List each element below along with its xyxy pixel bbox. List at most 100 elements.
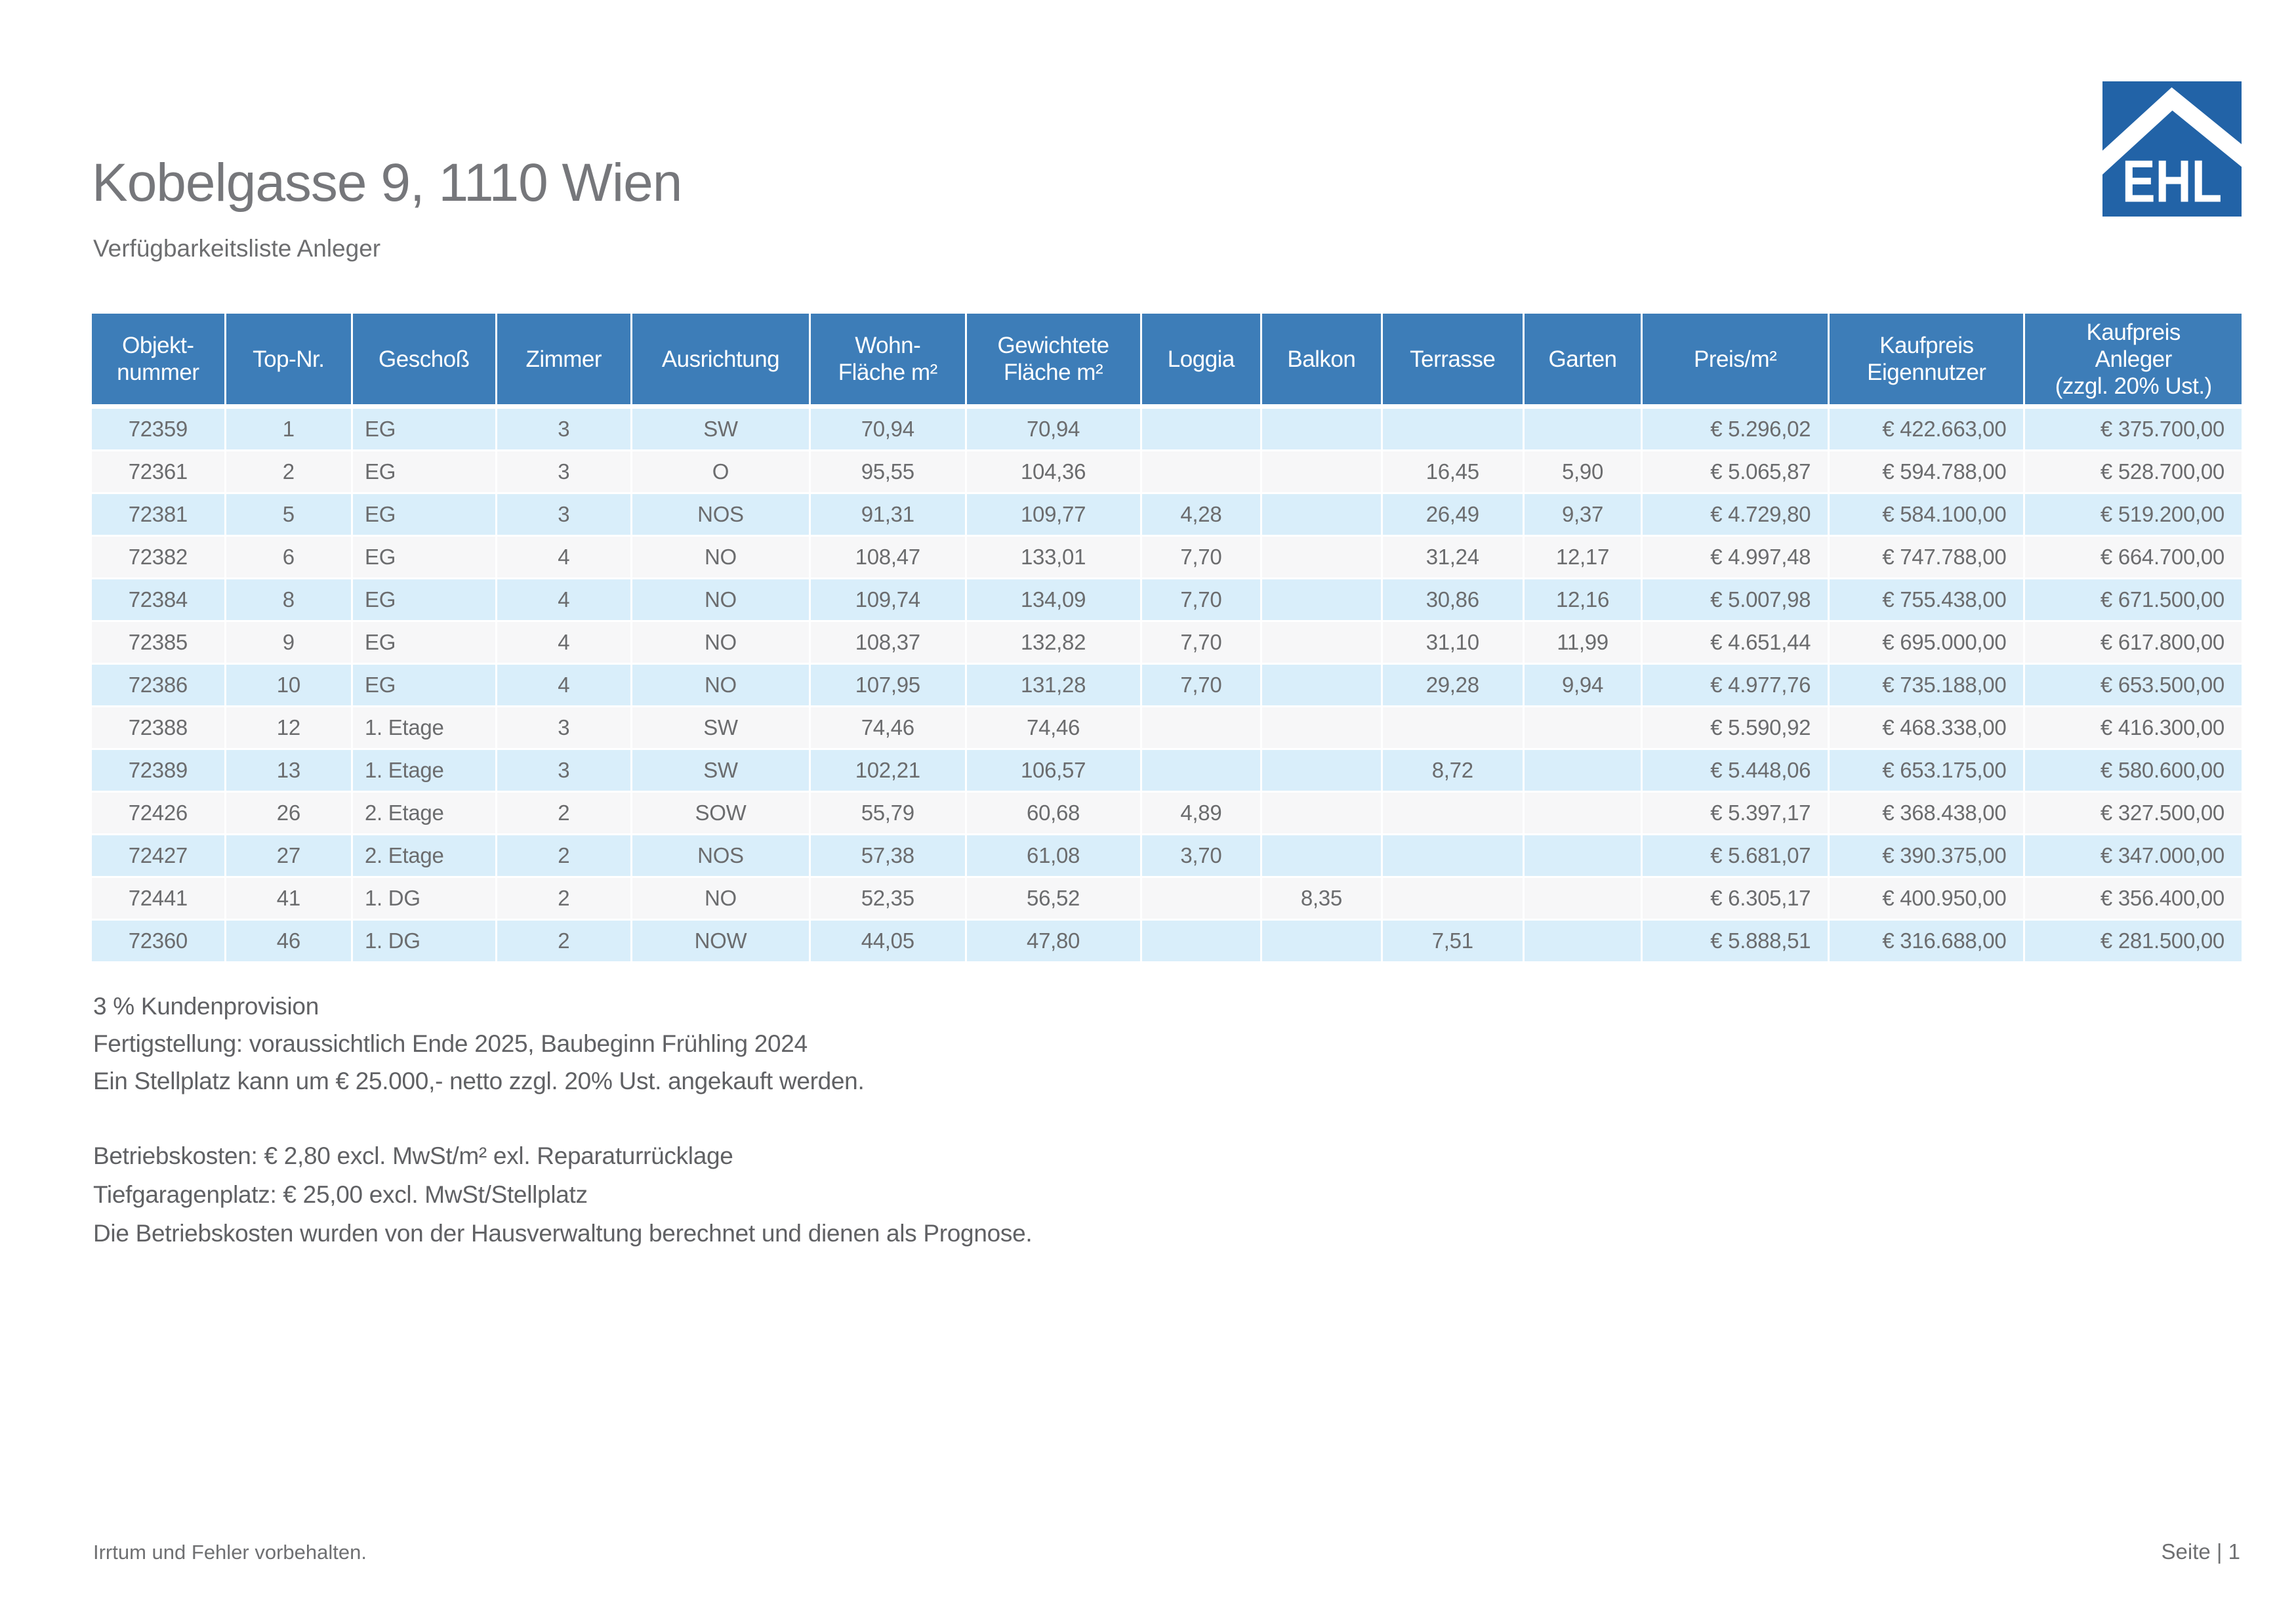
column-header-top_nr: Top-Nr. <box>225 314 354 409</box>
cell-ausrichtung: SW <box>631 749 811 793</box>
cell-kaufpreis_anleger: € 281.500,00 <box>2024 919 2242 963</box>
cell-wohnflaeche: 91,31 <box>810 493 967 537</box>
cell-top_nr: 26 <box>225 791 354 835</box>
cell-garten <box>1523 919 1643 963</box>
table-row: 72441 41 1. DG 2 NO 52,35 56,52 8,35 € 6.305,17 €… <box>92 877 2242 921</box>
cell-balkon <box>1261 749 1383 793</box>
cell-ausrichtung: NO <box>631 578 811 622</box>
cell-zimmer: 2 <box>496 877 632 921</box>
cell-garten <box>1523 706 1643 750</box>
cell-garten <box>1523 877 1643 921</box>
cell-kaufpreis_anleger: € 327.500,00 <box>2024 791 2242 835</box>
column-header-gewichtete_flaeche: Gewichtete Fläche m² <box>966 314 1142 409</box>
cell-gewichtete_flaeche: 106,57 <box>966 749 1142 793</box>
column-header-balkon: Balkon <box>1261 314 1383 409</box>
cell-geschoss: 1. DG <box>352 877 497 921</box>
cell-geschoss: EG <box>352 663 497 707</box>
cell-terrasse <box>1382 791 1525 835</box>
cell-zimmer: 3 <box>496 493 632 537</box>
table-row: 72385 9 EG 4 NO 108,37 132,82 7,70 31,10 11,99 € 4… <box>92 621 2242 665</box>
cell-kaufpreis_eigennutzer: € 695.000,00 <box>1828 621 2026 665</box>
cell-loggia: 3,70 <box>1141 834 1263 878</box>
cell-zimmer: 3 <box>496 706 632 750</box>
note-line: Ein Stellplatz kann um € 25.000,- netto … <box>93 1068 865 1094</box>
cell-wohnflaeche: 109,74 <box>810 578 967 622</box>
cell-objektnummer: 72361 <box>92 450 226 494</box>
cell-geschoss: EG <box>352 406 497 451</box>
cell-preis_m2: € 5.888,51 <box>1641 919 1830 963</box>
cell-garten: 11,99 <box>1523 621 1643 665</box>
cell-kaufpreis_anleger: € 580.600,00 <box>2024 749 2242 793</box>
cell-loggia <box>1141 919 1263 963</box>
cell-kaufpreis_eigennutzer: € 368.438,00 <box>1828 791 2026 835</box>
cell-loggia <box>1141 706 1263 750</box>
cell-objektnummer: 72426 <box>92 791 226 835</box>
table-row: 72360 46 1. DG 2 NOW 44,05 47,80 7,51 € 5.888,51… <box>92 919 2242 963</box>
table-row: 72361 2 EG 3 O 95,55 104,36 16,45 5,90 € 5.065,87… <box>92 450 2242 494</box>
cell-top_nr: 12 <box>225 706 354 750</box>
cell-preis_m2: € 5.681,07 <box>1641 834 1830 878</box>
table-row: 72426 26 2. Etage 2 SOW 55,79 60,68 4,89 € 5.397… <box>92 791 2242 835</box>
cell-top_nr: 8 <box>225 578 354 622</box>
cell-garten <box>1523 791 1643 835</box>
column-header-zimmer: Zimmer <box>496 314 632 409</box>
cell-garten <box>1523 406 1643 451</box>
cell-geschoss: 1. DG <box>352 919 497 963</box>
cell-preis_m2: € 5.448,06 <box>1641 749 1830 793</box>
cell-gewichtete_flaeche: 74,46 <box>966 706 1142 750</box>
table-row: 72386 10 EG 4 NO 107,95 131,28 7,70 29,28 9,94 € 4… <box>92 663 2242 707</box>
cell-objektnummer: 72386 <box>92 663 226 707</box>
column-header-ausrichtung: Ausrichtung <box>631 314 811 409</box>
cell-ausrichtung: NOS <box>631 493 811 537</box>
cell-ausrichtung: NOW <box>631 919 811 963</box>
cell-kaufpreis_eigennutzer: € 755.438,00 <box>1828 578 2026 622</box>
cell-objektnummer: 72441 <box>92 877 226 921</box>
cell-balkon <box>1261 663 1383 707</box>
cell-gewichtete_flaeche: 56,52 <box>966 877 1142 921</box>
table-row: 72427 27 2. Etage 2 NOS 57,38 61,08 3,70 € 5.681… <box>92 834 2242 878</box>
cell-terrasse <box>1382 877 1525 921</box>
cell-top_nr: 6 <box>225 535 354 579</box>
cell-loggia: 4,28 <box>1141 493 1263 537</box>
cell-kaufpreis_anleger: € 528.700,00 <box>2024 450 2242 494</box>
cell-loggia <box>1141 877 1263 921</box>
cell-gewichtete_flaeche: 60,68 <box>966 791 1142 835</box>
note-line: Die Betriebskosten wurden von der Hausve… <box>93 1220 1033 1247</box>
column-header-geschoss: Geschoß <box>352 314 497 409</box>
cell-garten <box>1523 749 1643 793</box>
availability-table-wrap: Objekt- nummer Top-Nr. Geschoß Zimmer Ausric… <box>92 314 2242 963</box>
cell-zimmer: 3 <box>496 406 632 451</box>
cell-ausrichtung: NOS <box>631 834 811 878</box>
house-roof-icon: EHL <box>2102 81 2242 217</box>
cell-geschoss: 2. Etage <box>352 834 497 878</box>
page-subtitle: Verfügbarkeitsliste Anleger <box>93 235 381 262</box>
cell-ausrichtung: O <box>631 450 811 494</box>
cell-zimmer: 4 <box>496 663 632 707</box>
note-line: Fertigstellung: voraussichtlich Ende 202… <box>93 1030 808 1057</box>
cell-kaufpreis_eigennutzer: € 747.788,00 <box>1828 535 2026 579</box>
cell-zimmer: 4 <box>496 535 632 579</box>
cell-gewichtete_flaeche: 47,80 <box>966 919 1142 963</box>
cell-gewichtete_flaeche: 61,08 <box>966 834 1142 878</box>
cell-terrasse: 29,28 <box>1382 663 1525 707</box>
column-header-objektnummer: Objekt- nummer <box>92 314 226 409</box>
cell-kaufpreis_anleger: € 617.800,00 <box>2024 621 2242 665</box>
cell-kaufpreis_anleger: € 347.000,00 <box>2024 834 2242 878</box>
cell-ausrichtung: NO <box>631 535 811 579</box>
cell-balkon <box>1261 621 1383 665</box>
page-title: Kobelgasse 9, 1110 Wien <box>92 153 682 213</box>
cell-gewichtete_flaeche: 133,01 <box>966 535 1142 579</box>
cell-kaufpreis_anleger: € 356.400,00 <box>2024 877 2242 921</box>
cell-wohnflaeche: 55,79 <box>810 791 967 835</box>
cell-top_nr: 13 <box>225 749 354 793</box>
cell-zimmer: 4 <box>496 578 632 622</box>
cell-preis_m2: € 5.007,98 <box>1641 578 1830 622</box>
notes-block-1: 3 % Kundenprovision Fertigstellung: vorau… <box>93 988 865 1100</box>
cell-zimmer: 2 <box>496 919 632 963</box>
cell-ausrichtung: SOW <box>631 791 811 835</box>
column-header-kaufpreis_eigennutzer: Kaufpreis Eigennutzer <box>1828 314 2026 409</box>
cell-terrasse: 31,10 <box>1382 621 1525 665</box>
notes-block-2: Betriebskosten: € 2,80 excl. MwSt/m² exl… <box>93 1136 1033 1253</box>
cell-balkon <box>1261 406 1383 451</box>
cell-objektnummer: 72360 <box>92 919 226 963</box>
